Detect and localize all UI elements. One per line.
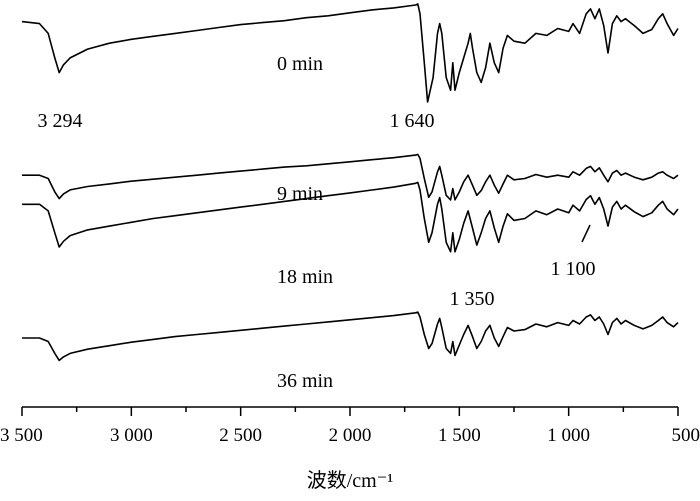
spectrum-line-4 xyxy=(22,311,679,362)
x-tick-label: 3 500 xyxy=(0,425,43,446)
x-ticks: 3 500 3 000 2 500 2 000 1 500 1 000 500 xyxy=(0,407,700,446)
series-label-1: 0 min xyxy=(277,53,323,75)
series-label-4: 36 min xyxy=(277,370,333,392)
x-axis-label: 波数/cm⁻¹ xyxy=(307,469,394,492)
series-label-2: 9 min xyxy=(277,183,323,205)
x-tick-label: 500 xyxy=(672,425,700,446)
spectrum-line-2 xyxy=(22,153,679,201)
x-tick-label: 3 000 xyxy=(110,425,153,446)
peak-annotation-3: 1 350 xyxy=(450,288,495,310)
x-tick-label: 1 000 xyxy=(547,425,590,446)
peak-annotations: 3 294 1 640 1 350 1 100 xyxy=(38,110,596,310)
x-tick-label: 1 500 xyxy=(438,425,481,446)
spectrum-line-3 xyxy=(22,181,679,253)
peak-annotation-2: 1 640 xyxy=(390,110,435,132)
series-label-3: 18 min xyxy=(277,266,333,288)
annotation-leader-line xyxy=(581,224,591,243)
series-labels: 0 min 9 min 18 min 36 min xyxy=(277,53,333,392)
peak-annotation-1: 3 294 xyxy=(38,110,83,132)
x-tick-label: 2 500 xyxy=(219,425,262,446)
peak-annotation-4: 1 100 xyxy=(551,258,596,280)
spectra-group xyxy=(21,3,679,362)
spectrum-line-1 xyxy=(21,3,679,103)
x-tick-label: 2 000 xyxy=(329,425,372,446)
